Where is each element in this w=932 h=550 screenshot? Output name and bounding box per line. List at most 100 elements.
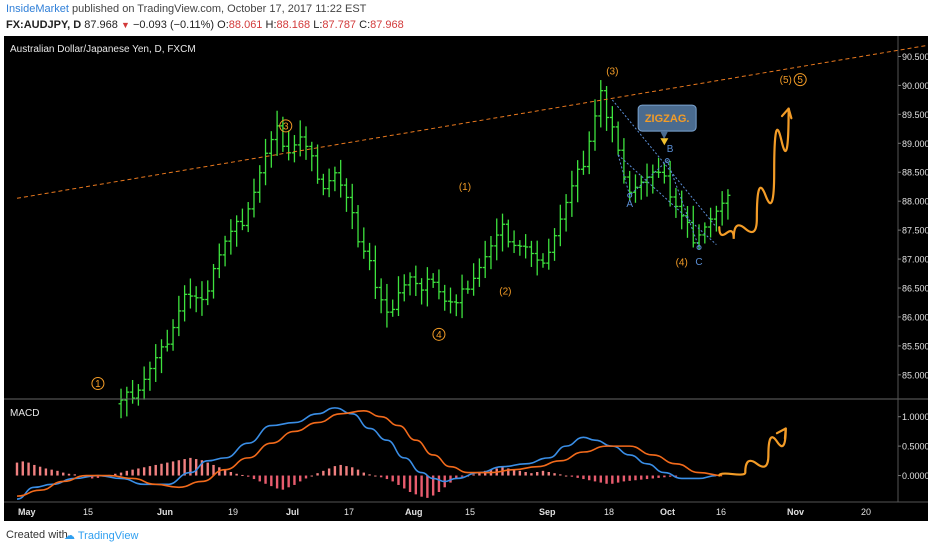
- price-bar: [315, 144, 321, 184]
- price-bar: [627, 170, 633, 201]
- wave-label[interactable]: (2): [499, 286, 511, 297]
- channel-upper-line[interactable]: [611, 99, 717, 228]
- time-tick-label: Jul: [286, 507, 299, 517]
- histogram-bar: [536, 472, 539, 476]
- time-tick-label: Aug: [405, 507, 423, 517]
- time-tick-label: 17: [344, 507, 354, 517]
- price-bar: [176, 295, 182, 337]
- macd-lines: [16, 407, 787, 500]
- chart-header: InsideMarket published on TradingView.co…: [0, 0, 932, 34]
- tradingview-brand: TradingView: [77, 530, 139, 542]
- histogram-bar: [322, 470, 325, 476]
- histogram-bar: [564, 475, 568, 477]
- abc-path: [617, 154, 700, 248]
- price-bar: [309, 141, 315, 172]
- wave-label[interactable]: (3): [606, 66, 618, 77]
- price-bar: [488, 236, 494, 270]
- price-bar: [222, 235, 228, 267]
- time-axis[interactable]: May 15 Jun 19 Jul 17 Aug 15 Sep 18 Oct 16 Nov 20: [18, 507, 871, 517]
- wave-label[interactable]: (4): [676, 257, 688, 268]
- wave-label[interactable]: 5: [793, 73, 807, 87]
- price-bar: [320, 173, 326, 196]
- histogram-bar: [362, 472, 365, 476]
- time-tick-label: Nov: [787, 507, 804, 517]
- price-bar: [135, 384, 141, 406]
- histogram-bar: [206, 462, 209, 476]
- histogram-bar: [310, 475, 313, 477]
- price-tick-label: 87.000: [902, 255, 928, 265]
- price-bar: [586, 131, 592, 175]
- price-bar: [182, 285, 188, 322]
- price-bar: [546, 238, 552, 270]
- histogram-bar: [96, 475, 100, 478]
- wave-label[interactable]: 4: [432, 327, 446, 341]
- price-bar: [332, 166, 338, 192]
- macd-tick-label: 0.5000: [902, 442, 928, 452]
- histogram-bar: [293, 475, 296, 485]
- price-bar: [500, 213, 506, 252]
- price-bar: [245, 202, 251, 233]
- macd-forecast-arrow-head: [775, 427, 787, 440]
- macd-pane-title: MACD: [10, 408, 39, 419]
- histogram-bar: [235, 473, 238, 476]
- forecast-arrow[interactable]: [718, 107, 790, 239]
- price-bar: [205, 280, 211, 306]
- price-bar: [534, 240, 540, 276]
- histogram-bar: [351, 467, 354, 476]
- tradingview-logo[interactable]: ☁ TradingView: [64, 530, 139, 542]
- histogram-bar: [33, 464, 36, 476]
- wave-label[interactable]: (5): [780, 75, 792, 86]
- price-tick-label: 89.000: [902, 139, 928, 149]
- histogram-bar: [634, 475, 637, 481]
- close-value: 87.968: [370, 19, 404, 31]
- histogram-bar: [559, 474, 562, 476]
- price-bar: [459, 274, 465, 319]
- chart-canvas[interactable]: Australian Dollar/Japanese Yen, D, FXCM …: [4, 36, 928, 521]
- price-tick-label: 89.500: [902, 110, 928, 120]
- price-bar: [170, 319, 176, 351]
- macd-axis[interactable]: 1.0000 0.5000 0.0000: [898, 412, 928, 481]
- price-bar: [338, 159, 344, 198]
- histogram-bar: [593, 475, 597, 482]
- macd-forecast-arrow[interactable]: [718, 427, 787, 477]
- price-bar: [234, 215, 240, 247]
- histogram-bar: [576, 475, 579, 478]
- price-bar: [598, 80, 604, 128]
- price-bar: [476, 258, 482, 287]
- abc-pivot: [627, 192, 633, 198]
- histogram-bar: [368, 474, 371, 476]
- abc-pivot: [696, 244, 702, 250]
- price-bar: [442, 284, 448, 311]
- price-bar: [673, 187, 679, 218]
- histogram-bar: [426, 475, 429, 498]
- histogram-bar: [316, 473, 319, 476]
- author-link[interactable]: InsideMarket: [6, 3, 69, 15]
- price-tick-label: 86.500: [902, 284, 928, 294]
- price-bar: [407, 272, 413, 296]
- wave-label[interactable]: 1: [91, 377, 105, 391]
- price-bar: [349, 183, 355, 230]
- time-tick-label: May: [18, 507, 36, 517]
- wave-label[interactable]: (1): [459, 182, 471, 193]
- publish-info: published on TradingView.com, October 17…: [72, 3, 367, 15]
- histogram-bar: [304, 475, 308, 479]
- histogram-bar: [530, 473, 533, 476]
- price-bar: [679, 190, 685, 230]
- price-axis[interactable]: 90.500 90.000 89.500 89.000 88.500 88.000 87.5…: [898, 52, 928, 380]
- signal-line: [16, 410, 723, 497]
- price-bar: [517, 240, 523, 256]
- zigzag-callout[interactable]: ZIGZAG.: [637, 104, 697, 140]
- histogram-bar: [137, 468, 140, 476]
- resistance-trendline[interactable]: [16, 44, 928, 199]
- price-tick-label: 90.500: [902, 52, 928, 62]
- histogram-bar: [264, 475, 267, 484]
- price-bar: [367, 242, 373, 271]
- svg-text:1: 1: [95, 379, 101, 390]
- down-triangle-icon: ▼: [120, 20, 130, 30]
- high-label: H:: [265, 19, 277, 31]
- price-bar: [159, 339, 164, 374]
- wave-label[interactable]: 3: [279, 119, 293, 133]
- price-bar: [661, 163, 667, 184]
- histogram-bar: [241, 474, 244, 476]
- histogram-bar: [628, 475, 631, 481]
